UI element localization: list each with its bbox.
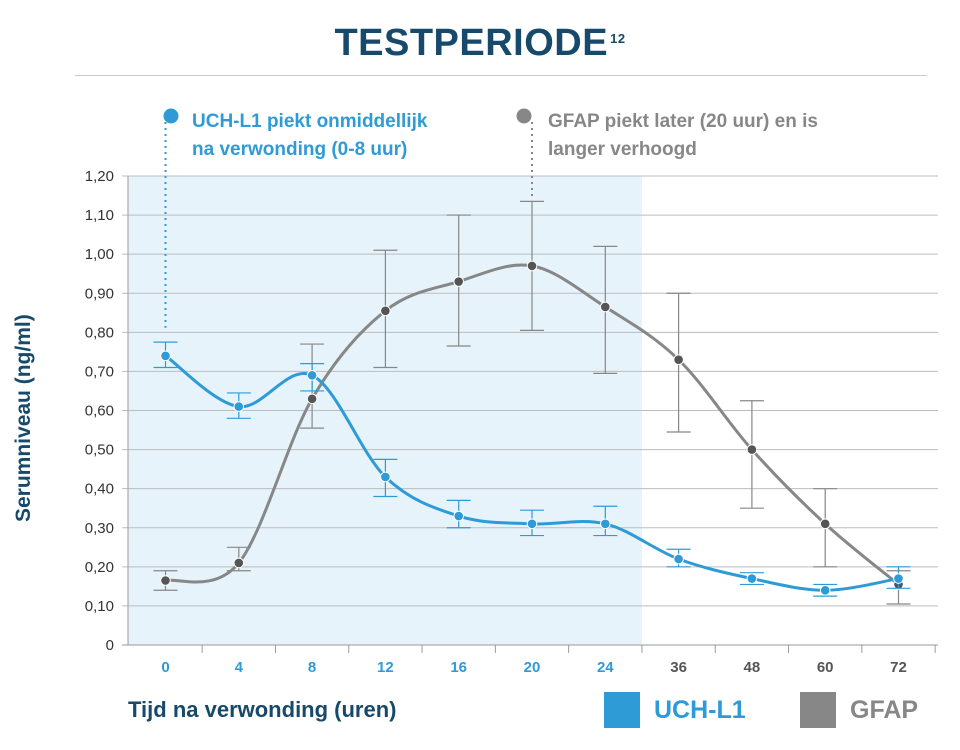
title-superscript: 12 — [610, 31, 626, 46]
y-tick-label: 0,50 — [85, 442, 114, 459]
gfap-point — [746, 444, 758, 455]
x-tick-label: 24 — [597, 659, 614, 676]
x-tick-label: 48 — [744, 659, 761, 676]
uchl1-line — [164, 354, 899, 592]
gfap-point — [453, 276, 465, 287]
gfap-annotation-line-1: GFAP piekt later (20 uur) en is — [548, 111, 818, 132]
x-tick-label: 12 — [377, 659, 394, 676]
legend-item-gfap: GFAP — [800, 688, 918, 732]
uchl1-point — [453, 510, 465, 522]
uchl1-annotation-line-1: UCH-L1 piekt onmiddellijk — [192, 111, 428, 132]
x-tick-label: 60 — [817, 659, 834, 676]
uchl1-point — [380, 471, 391, 483]
gfap-point — [673, 354, 684, 365]
gfap-point — [819, 518, 831, 530]
uchl1-annotation: UCH-L1 piekt onmiddellijk na verwonding … — [192, 108, 427, 164]
gfap-point — [526, 260, 538, 272]
y-tick-label: 0,90 — [85, 285, 114, 302]
uchl1-annotation-line-2: na verwonding (0-8 uur) — [192, 139, 408, 160]
uchl1-point — [600, 518, 611, 530]
legend-label-uchl1: UCH-L1 — [654, 695, 746, 724]
gfap-point — [306, 393, 318, 405]
x-tick-label: 0 — [161, 659, 169, 676]
y-tick-label: 1,20 — [85, 168, 114, 185]
y-axis-label: Serumniveau (ng/ml) — [12, 314, 35, 522]
y-tick-label: 0,60 — [85, 403, 114, 420]
gfap-annotation-line-2: langer verhoogd — [548, 139, 697, 160]
y-tick-label: 0,20 — [85, 559, 114, 576]
x-tick-label: 20 — [524, 659, 541, 676]
gfap-point — [233, 557, 245, 569]
uchl1-point — [673, 553, 684, 565]
y-tick-label: 0 — [106, 637, 114, 654]
y-tick-label: 1,10 — [85, 207, 114, 224]
y-tick-label: 0,70 — [85, 363, 114, 380]
x-tick-label: 16 — [450, 659, 467, 676]
uchl1-annotation-dot — [163, 108, 179, 124]
uchl1-point — [306, 370, 318, 381]
gfap-point — [380, 305, 391, 317]
uchl1-point — [893, 573, 904, 584]
x-tick-label: 72 — [890, 659, 907, 676]
gfap-point — [160, 575, 171, 586]
y-tick-label: 0,30 — [85, 520, 114, 537]
legend-item-uchl1: UCH-L1 — [604, 688, 746, 732]
x-tick-label: 8 — [308, 659, 316, 676]
gfap-point — [600, 301, 611, 313]
y-tick-label: 0,80 — [85, 324, 114, 341]
legend-swatch-uchl1 — [604, 692, 640, 728]
x-axis-label: Tijd na verwonding (uren) — [128, 697, 397, 722]
x-tick-label: 4 — [235, 659, 244, 676]
uchl1-point — [526, 518, 538, 530]
gfap-annotation-dot — [516, 108, 532, 124]
uchl1-point — [819, 584, 831, 596]
uchl1-point — [233, 401, 245, 412]
title-divider — [75, 75, 927, 76]
y-tick-label: 0,40 — [85, 481, 114, 498]
legend-swatch-gfap — [800, 692, 836, 728]
legend-label-gfap: GFAP — [850, 695, 919, 724]
chart-title: TESTPERIODE 12 — [334, 22, 626, 64]
y-tick-label: 1,00 — [85, 246, 114, 263]
y-tick-label: 0,10 — [85, 598, 114, 615]
x-tick-label: 36 — [670, 659, 687, 676]
gfap-annotation: GFAP piekt later (20 uur) en is langer v… — [548, 108, 818, 164]
uchl1-point — [160, 350, 171, 362]
uchl1-point — [746, 573, 758, 584]
